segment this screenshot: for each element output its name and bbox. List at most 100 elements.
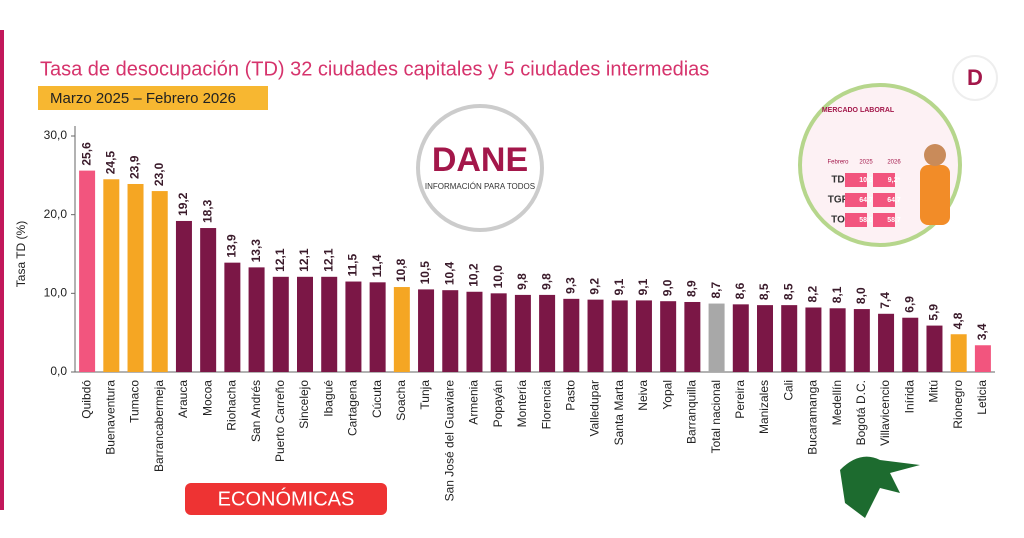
inset-header: 2026 [887,160,901,166]
bar [684,301,701,372]
x-tick-label: Puerto Carreño [273,380,287,462]
x-tick-label: Pasto [563,380,577,411]
value-label: 9,0 [660,279,674,296]
inset-cell-text: TD [831,175,844,186]
chart-title: Tasa de desocupación (TD) 32 ciudades ca… [40,58,709,80]
x-tick-label: Riohacha [225,380,239,431]
value-label: 9,3 [563,277,577,294]
worker [920,165,950,225]
inset-cell-text: 9,2* [888,177,901,184]
corner-logo [952,55,998,101]
value-label: 8,5 [781,283,795,300]
inset-header: 2025 [859,160,873,166]
bar [321,276,338,372]
value-label: 12,1 [297,248,311,272]
x-tick-label: Soacha [394,380,408,421]
inset-cell-text: TO [831,215,845,226]
bar [829,308,846,372]
subtitle: Marzo 2025 – Febrero 2026 [50,90,236,107]
value-label: 8,5 [757,283,771,300]
inset-cell [873,173,895,187]
value-label: 4,8 [951,312,965,329]
value-label: 19,2 [176,192,190,216]
value-label: 7,4 [878,292,892,309]
bar [175,220,192,372]
bar [853,309,870,372]
inset: MERCADO LABORAL Febrero 2025 2026 TD 10,3 9,2*… [822,107,950,227]
value-label: 8,0 [854,287,868,304]
x-tick-label: Bogotá D.C. [854,380,868,445]
x-tick-label: Sincelejo [297,380,311,429]
value-label: 11,5 [346,254,360,277]
bar [490,293,507,372]
bar [926,325,943,372]
x-tick-label: Florencia [539,380,553,430]
value-label: 6,9 [902,296,916,313]
value-label: 23,0 [152,162,166,186]
value-label: 10,2 [467,263,481,287]
bar [974,345,991,372]
value-label: 23,9 [128,155,142,179]
value-label: 10,0 [491,265,505,289]
x-tick-label: San José del Guaviare [442,380,456,502]
x-tick-label: Cúcuta [370,380,384,418]
bar [127,183,144,372]
value-label: 9,1 [636,278,650,295]
value-label: 8,6 [733,282,747,299]
value-label: 3,4 [975,323,989,340]
x-tick-label: Manizales [757,380,771,434]
badge-box[interactable] [185,483,387,515]
x-tick-label: Inírida [902,380,916,414]
worker-head [924,144,946,166]
corner-logo-letter: D [967,65,983,90]
value-label: 5,9 [927,304,941,321]
value-label: 8,9 [685,280,699,297]
subtitle-box [38,86,268,110]
value-label: 13,9 [225,234,239,258]
bar [272,276,289,372]
inset-cell [845,173,867,187]
x-tick-label: Tumaco [128,380,142,423]
x-tick-label: Medellín [830,380,844,425]
badge[interactable]: ECONÓMICAS [218,487,355,510]
logo-tagline: INFORMACIÓN PARA TODOS [425,182,535,191]
inset-cell-text: 10,3 [859,177,873,184]
value-label: 13,3 [249,239,263,263]
inset-cell [873,193,895,207]
y-tick-label: 10,0 [44,286,68,300]
bar [79,170,96,372]
value-label: 8,2 [806,285,820,302]
bar [442,290,459,372]
x-tick-label: Barrancabermeja [152,380,166,472]
x-tick-label: San Andrés [249,380,263,442]
x-tick-label: Montería [515,380,529,428]
value-label: 10,8 [394,258,408,282]
bar [708,303,725,372]
x-tick-label: Popayán [491,380,505,427]
value-label: 12,1 [273,248,287,272]
value-label: 9,1 [612,278,626,295]
value-label: 11,4 [370,254,384,277]
value-label: 25,6 [79,142,93,166]
value-label: 24,5 [103,151,117,175]
x-tick-label: Pereira [733,380,747,419]
inset-cell-text: 58,7 [887,217,901,224]
value-label: 9,8 [539,273,553,290]
bar [248,267,265,372]
bar [224,262,241,372]
x-tick-label: Mitú [927,380,941,403]
x-tick-label: Valledupar [588,380,602,436]
y-tick-label: 20,0 [44,207,68,221]
value-label: 8,7 [709,282,723,299]
bar [563,298,580,372]
bar [539,294,556,372]
inset-cell [873,213,895,227]
logo-text: DANE [432,141,528,179]
bar [878,313,895,372]
bar [805,307,822,372]
y-tick-label: 30,0 [44,128,68,142]
inset-cell [845,213,867,227]
y-axis-label: Tasa TD (%) [14,221,28,287]
inset-cell-text: 64,7 [859,197,873,204]
